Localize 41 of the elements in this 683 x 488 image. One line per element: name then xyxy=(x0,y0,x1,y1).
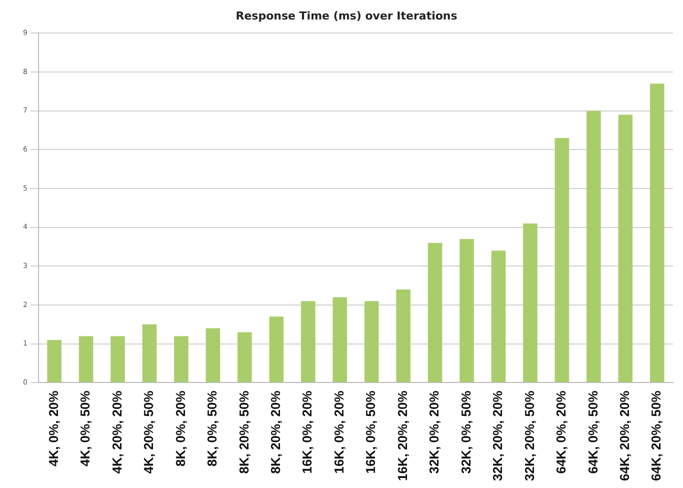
x-tick-label: 8K, 0%, 50% xyxy=(204,390,220,467)
bar xyxy=(47,340,62,382)
x-tick-label: 4K, 20%, 50% xyxy=(141,390,156,474)
x-tick-label: 64K, 0%, 50% xyxy=(585,390,600,474)
bar xyxy=(460,238,474,382)
x-tick-label: 64K, 20%, 50% xyxy=(648,390,664,482)
bar xyxy=(78,336,94,382)
x-tick-label: 16K, 0%, 20% xyxy=(331,390,346,474)
bar xyxy=(554,138,570,382)
x-tick-label: 64K, 20%, 20% xyxy=(616,390,632,482)
x-tick-label: 8K, 20%, 20% xyxy=(268,390,283,474)
bar xyxy=(206,328,220,382)
bar xyxy=(174,336,188,382)
bar xyxy=(142,324,157,382)
bar xyxy=(332,297,347,382)
bar xyxy=(396,289,410,382)
x-tick-label: 32K, 0%, 20% xyxy=(426,390,442,474)
x-tick-label: 32K, 20%, 20% xyxy=(490,390,506,482)
x-tick-label: 4K, 0%, 50% xyxy=(78,390,93,467)
x-tick-label: 16K, 0%, 20% xyxy=(300,390,315,474)
x-tick-label: 8K, 20%, 50% xyxy=(236,390,252,474)
x-tick-label: 32K, 20%, 50% xyxy=(522,390,537,482)
x-tick-label: 4K, 20%, 20% xyxy=(109,390,124,474)
bar xyxy=(110,336,125,382)
bar xyxy=(586,110,601,382)
bar xyxy=(364,301,379,382)
bar xyxy=(523,223,538,382)
bar xyxy=(618,114,633,382)
x-tick-label: 4K, 0%, 20% xyxy=(46,390,61,467)
x-tick-label: 16K, 20%, 20% xyxy=(394,390,410,482)
bar xyxy=(269,316,284,382)
bar xyxy=(491,250,506,382)
chart-title: Response Time (ms) over Iterations xyxy=(236,9,458,22)
bar xyxy=(300,301,316,382)
x-tick-label: 16K, 0%, 50% xyxy=(363,390,378,474)
bar xyxy=(428,242,442,382)
x-tick-label: 32K, 0%, 50% xyxy=(458,390,474,474)
x-tick-label: 8K, 0%, 20% xyxy=(172,390,188,467)
x-tick-label: 64K, 0%, 20% xyxy=(554,390,569,474)
bar xyxy=(650,84,664,382)
bar xyxy=(238,332,252,382)
